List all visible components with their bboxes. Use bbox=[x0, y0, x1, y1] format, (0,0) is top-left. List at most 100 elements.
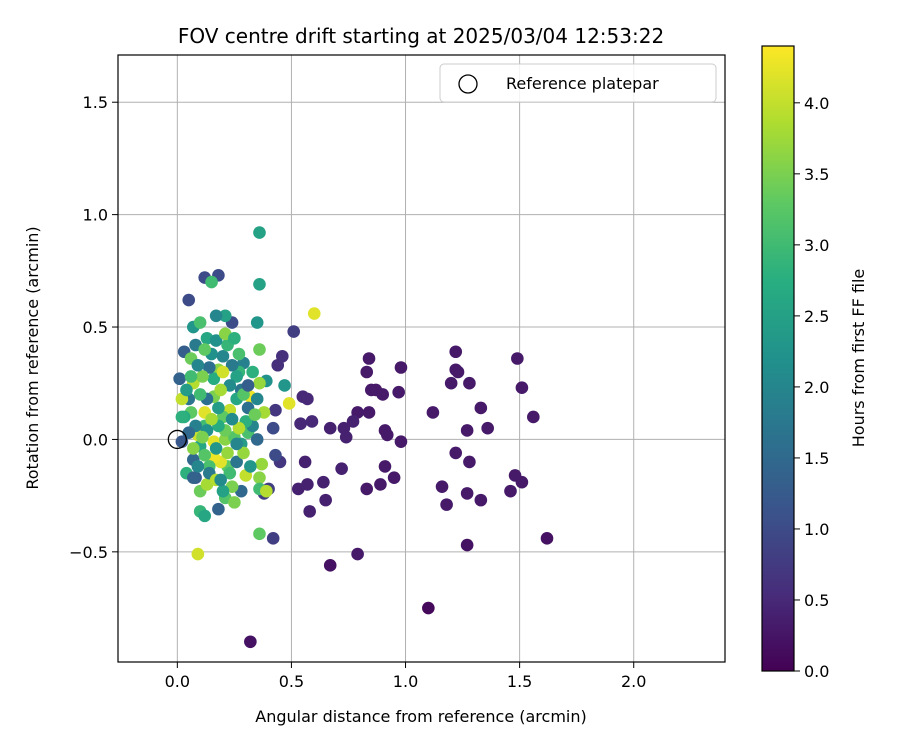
data-point bbox=[248, 408, 262, 422]
data-point bbox=[228, 331, 241, 345]
y-axis-label: Rotation from reference (arcmin) bbox=[23, 226, 42, 489]
legend-marker-icon bbox=[458, 74, 478, 94]
chart-title: FOV centre drift starting at 2025/03/04 … bbox=[178, 24, 664, 48]
data-point bbox=[260, 484, 273, 498]
y-axis-ticks: −0.5 0.0 0.5 1.0 1.5 bbox=[69, 93, 118, 562]
data-point bbox=[362, 406, 376, 419]
data-point bbox=[378, 424, 392, 437]
data-point bbox=[250, 392, 264, 406]
data-point bbox=[374, 478, 387, 491]
legend-label: Reference platepar bbox=[506, 74, 659, 93]
colorbar-tick-label: 1.5 bbox=[804, 449, 829, 468]
data-point bbox=[212, 502, 225, 516]
data-point bbox=[191, 460, 205, 473]
data-point bbox=[250, 316, 264, 329]
data-point bbox=[230, 437, 243, 451]
data-point bbox=[253, 343, 266, 356]
data-point bbox=[463, 455, 476, 469]
x-tick-label: 1.5 bbox=[507, 672, 532, 691]
data-point bbox=[232, 347, 246, 361]
colorbar-tick-label: 4.0 bbox=[804, 94, 829, 113]
data-point bbox=[216, 349, 230, 363]
data-point bbox=[214, 383, 227, 397]
data-point bbox=[255, 457, 269, 471]
data-point bbox=[187, 442, 200, 455]
data-point bbox=[230, 455, 243, 469]
data-point bbox=[253, 527, 266, 541]
data-point bbox=[346, 415, 360, 428]
data-point bbox=[225, 358, 239, 372]
data-point bbox=[205, 412, 218, 426]
data-point bbox=[449, 345, 463, 359]
data-point bbox=[307, 307, 321, 320]
data-point bbox=[207, 372, 221, 386]
data-point bbox=[360, 482, 374, 496]
data-point bbox=[232, 421, 246, 435]
reference-platepar-marker bbox=[167, 429, 187, 450]
data-point bbox=[392, 385, 405, 399]
data-point bbox=[180, 383, 193, 397]
data-point bbox=[266, 532, 280, 545]
data-point bbox=[218, 309, 232, 323]
data-point bbox=[481, 421, 494, 435]
data-point bbox=[504, 484, 517, 498]
data-point bbox=[253, 226, 266, 239]
data-point bbox=[319, 493, 332, 507]
data-points bbox=[173, 226, 554, 649]
x-axis-ticks: 0.0 0.5 1.0 1.5 2.0 bbox=[165, 662, 646, 691]
data-point bbox=[173, 372, 186, 386]
data-point bbox=[435, 480, 449, 493]
data-point bbox=[237, 446, 250, 460]
data-point bbox=[246, 365, 259, 379]
data-point bbox=[198, 343, 212, 356]
data-point bbox=[394, 435, 408, 448]
data-point bbox=[323, 421, 337, 435]
data-point bbox=[287, 325, 301, 338]
data-point bbox=[362, 352, 376, 365]
data-point bbox=[269, 448, 282, 462]
data-point bbox=[323, 559, 337, 572]
legend: Reference platepar bbox=[439, 63, 717, 103]
data-point bbox=[440, 498, 453, 511]
data-point bbox=[515, 381, 529, 395]
data-point bbox=[244, 635, 257, 649]
data-point bbox=[187, 471, 200, 484]
data-point bbox=[351, 547, 364, 561]
data-point bbox=[460, 538, 474, 552]
data-point bbox=[303, 505, 316, 518]
data-point bbox=[191, 358, 205, 372]
data-point bbox=[463, 376, 476, 390]
reference-marker-layer bbox=[167, 429, 187, 450]
colorbar-tick-label: 0.0 bbox=[804, 662, 829, 681]
data-point bbox=[253, 471, 266, 484]
data-point bbox=[193, 316, 207, 329]
data-point bbox=[209, 334, 223, 347]
colorbar-tick-label: 3.0 bbox=[804, 236, 829, 255]
y-tick-label: 1.5 bbox=[83, 93, 108, 112]
x-tick-label: 1.0 bbox=[393, 672, 418, 691]
x-tick-label: 0.5 bbox=[279, 672, 304, 691]
data-point bbox=[515, 475, 529, 489]
data-point bbox=[182, 293, 196, 307]
data-point bbox=[387, 471, 401, 484]
data-point bbox=[360, 365, 374, 379]
data-point bbox=[444, 376, 458, 390]
data-point bbox=[175, 410, 189, 424]
colorbar-label: Hours from first FF file bbox=[849, 269, 868, 448]
data-point bbox=[209, 442, 223, 455]
data-point bbox=[291, 482, 305, 496]
data-point bbox=[294, 417, 307, 430]
data-point bbox=[301, 392, 314, 406]
data-point bbox=[216, 484, 230, 498]
data-point bbox=[230, 370, 243, 383]
data-point bbox=[209, 309, 223, 323]
x-tick-label: 0.0 bbox=[165, 672, 190, 691]
legend-box bbox=[439, 63, 717, 103]
data-point bbox=[241, 379, 255, 392]
y-tick-label: 1.0 bbox=[83, 206, 108, 225]
data-point bbox=[196, 430, 209, 444]
data-point bbox=[193, 388, 207, 401]
data-point bbox=[449, 446, 463, 460]
x-tick-label: 2.0 bbox=[621, 672, 646, 691]
